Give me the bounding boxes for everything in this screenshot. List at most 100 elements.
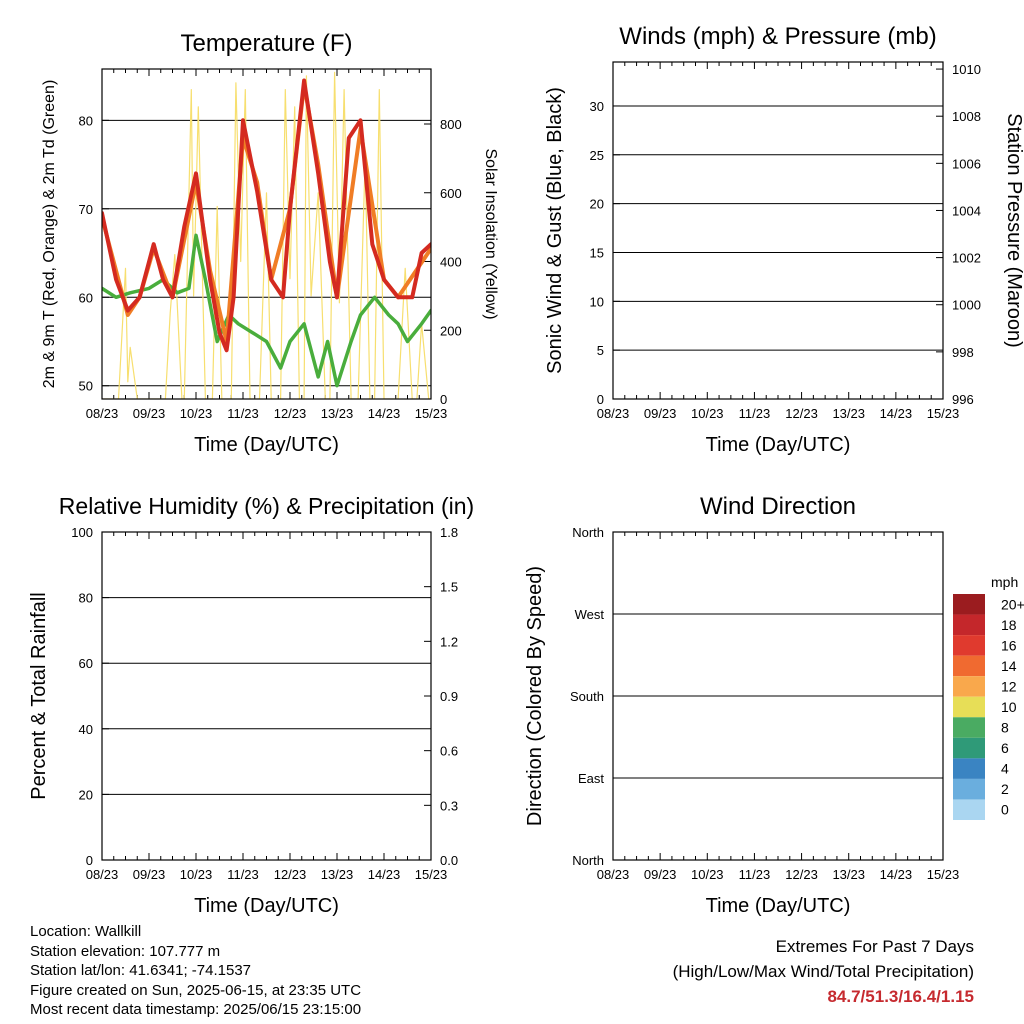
direction-point	[678, 737, 684, 743]
direction-point	[766, 665, 772, 671]
wind-point	[672, 367, 676, 371]
wind-point	[845, 357, 849, 361]
direction-point	[908, 822, 914, 828]
direction-point	[873, 813, 879, 819]
direction-point	[918, 752, 924, 758]
wind-point	[673, 362, 677, 366]
direction-point	[915, 780, 921, 786]
wind-point	[791, 314, 795, 318]
wind-point	[824, 379, 828, 383]
wind-point	[623, 360, 627, 364]
wind-point	[652, 370, 656, 374]
gust-point	[876, 329, 881, 334]
direction-point	[915, 788, 921, 794]
direction-point	[654, 697, 660, 703]
wind-point	[913, 376, 917, 380]
direction-point	[809, 706, 815, 712]
direction-point	[649, 714, 655, 720]
wind-point	[727, 336, 731, 340]
wind-point	[912, 356, 916, 360]
gust-point	[879, 331, 884, 336]
wind-point	[928, 364, 932, 368]
wind-point	[788, 370, 792, 374]
gust-point	[795, 305, 800, 310]
wind-point	[916, 379, 920, 383]
y-tick-label: 30	[590, 99, 604, 114]
wind-point	[840, 383, 844, 387]
x-tick-label: 14/23	[880, 867, 913, 882]
direction-point	[897, 743, 903, 749]
wind-point	[738, 369, 742, 373]
direction-point	[910, 813, 916, 819]
wind-point	[896, 323, 900, 327]
x-tick-label: 09/23	[644, 406, 677, 421]
direction-point	[777, 728, 783, 734]
wind-point	[697, 357, 701, 361]
gust-point	[839, 361, 844, 366]
wind-point	[893, 318, 897, 322]
direction-point	[678, 715, 684, 721]
gust-point	[684, 335, 689, 340]
wind-point	[830, 386, 834, 390]
wind-point	[623, 384, 627, 388]
direction-point	[860, 849, 866, 855]
x-tick-label: 11/23	[739, 406, 771, 421]
wind-point	[740, 352, 744, 356]
gust-point	[616, 352, 621, 357]
gust-point	[818, 335, 823, 340]
direction-point	[712, 675, 718, 681]
direction-point	[635, 830, 641, 836]
x-tick-label: 11/23	[227, 406, 259, 421]
direction-point	[730, 786, 736, 792]
direction-point	[632, 813, 638, 819]
wind-point	[805, 349, 809, 353]
wind-point	[905, 362, 909, 366]
gust-point	[636, 337, 641, 342]
gust-point	[804, 286, 809, 291]
direction-point	[929, 727, 935, 733]
wind-point	[760, 314, 764, 318]
wind-point	[772, 367, 776, 371]
direction-point	[671, 765, 677, 771]
direction-point	[757, 833, 763, 839]
wind-point	[695, 380, 699, 384]
direction-point	[819, 793, 825, 799]
direction-point	[848, 824, 854, 830]
wind-point	[731, 366, 735, 370]
wind-point	[693, 363, 697, 367]
wind-point	[861, 372, 865, 376]
wind-point	[878, 361, 882, 365]
direction-point	[699, 667, 705, 673]
gust-point	[640, 332, 645, 337]
wind-point	[646, 378, 650, 382]
wind-point	[806, 351, 810, 355]
direction-point	[820, 814, 826, 820]
direction-point	[711, 690, 717, 696]
direction-point	[683, 768, 689, 774]
direction-point	[935, 651, 941, 657]
direction-point	[780, 661, 786, 667]
direction-point	[768, 820, 774, 826]
wind-point	[633, 372, 637, 376]
gust-point	[927, 373, 932, 378]
gust-point	[711, 375, 716, 380]
extremes-box: Extremes For Past 7 Days (High/Low/Max W…	[673, 934, 974, 1009]
wind-point	[675, 354, 679, 358]
direction-point	[741, 604, 747, 610]
wind-point	[877, 313, 881, 317]
wind-point	[686, 381, 690, 385]
direction-point	[886, 817, 892, 823]
gust-point	[671, 333, 676, 338]
direction-point	[660, 713, 666, 719]
direction-point	[803, 625, 809, 631]
direction-point	[779, 703, 785, 709]
gust-point	[767, 299, 772, 304]
wind-point	[755, 329, 759, 333]
gust-point	[811, 233, 816, 238]
direction-point	[884, 837, 890, 843]
wind-point	[825, 356, 829, 360]
wind-point	[629, 385, 633, 389]
wind-point	[620, 369, 624, 373]
direction-point	[820, 776, 826, 782]
direction-point	[899, 810, 905, 816]
